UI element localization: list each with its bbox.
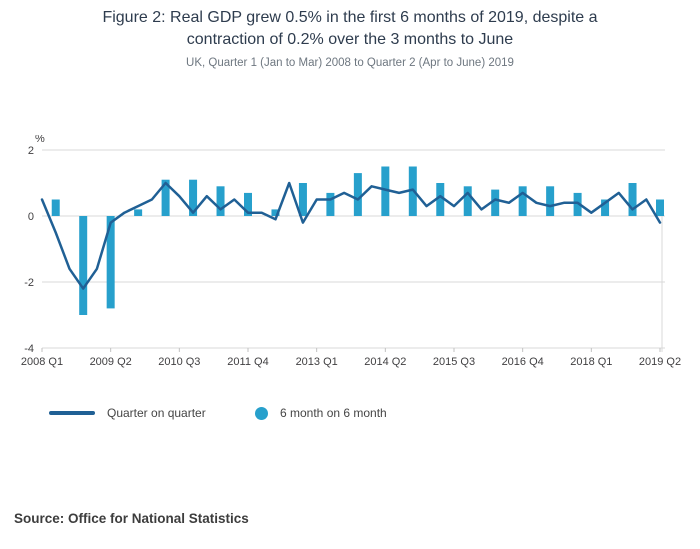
y-tick-label: -4	[24, 343, 34, 355]
x-tick-label: 2008 Q1	[21, 356, 63, 368]
legend-item-quarter-on-quarter[interactable]: Quarter on quarter	[49, 404, 206, 422]
x-tick-label: 2010 Q3	[158, 356, 200, 368]
bar-6-month-on-6-month[interactable]	[298, 183, 307, 216]
legend-label-6-month-on-6-month: 6 month on 6 month	[280, 406, 387, 420]
bar-6-month-on-6-month[interactable]	[326, 192, 335, 216]
x-tick-label: 2015 Q3	[433, 356, 475, 368]
legend-item-6-month-on-6-month[interactable]: 6 month on 6 month	[255, 404, 387, 422]
x-tick-label: 2019 Q2	[639, 356, 681, 368]
bar-6-month-on-6-month[interactable]	[189, 179, 198, 216]
figure-title: Figure 2: Real GDP grew 0.5% in the firs…	[0, 7, 700, 51]
bar-6-month-on-6-month[interactable]	[244, 192, 252, 216]
bar-6-month-on-6-month[interactable]	[463, 186, 472, 216]
source-prefix: Source:	[14, 511, 65, 526]
bar-6-month-on-6-month[interactable]	[491, 189, 500, 216]
x-tick-label: 2018 Q1	[570, 356, 612, 368]
bar-6-month-on-6-month[interactable]	[573, 192, 582, 216]
figure-subtitle: UK, Quarter 1 (Jan to Mar) 2008 to Quart…	[186, 57, 514, 69]
gdp-chart: 2 0 -2 -4% 2008 Q1 2009 Q2 2010 Q3 2011 Q4 2013 …	[21, 135, 681, 368]
bar-6-month-on-6-month[interactable]	[134, 209, 143, 216]
bar-6-month-on-6-month[interactable]	[161, 179, 170, 216]
y-tick-label: -2	[24, 277, 34, 289]
x-tick-label: 2011 Q4	[227, 356, 268, 368]
source-text: Office for National Statistics	[68, 511, 249, 526]
y-tick-label: 2	[28, 145, 34, 157]
circle-swatch-icon	[255, 406, 268, 420]
y-axis-unit-label: %	[35, 135, 45, 145]
bar-6-month-on-6-month[interactable]	[216, 186, 225, 216]
bar-6-month-on-6-month[interactable]	[518, 186, 527, 216]
line-swatch-icon	[49, 411, 95, 415]
bar-6-month-on-6-month[interactable]	[546, 186, 555, 216]
bar-6-month-on-6-month[interactable]	[656, 199, 664, 217]
figure-title-text: Figure 2: Real GDP grew 0.5% in the firs…	[102, 9, 598, 49]
bar-6-month-on-6-month[interactable]	[353, 173, 362, 216]
source-line: Source: Office for National Statistics	[14, 511, 249, 526]
x-tick-label: 2016 Q4	[502, 356, 544, 368]
bar-6-month-on-6-month[interactable]	[601, 199, 610, 217]
bar-6-month-on-6-month[interactable]	[271, 209, 280, 216]
bar-6-month-on-6-month[interactable]	[51, 199, 60, 217]
y-tick-label: 0	[28, 211, 34, 223]
bar-6-month-on-6-month[interactable]	[381, 166, 390, 217]
line-quarter-on-quarter[interactable]	[40, 181, 662, 290]
x-tick-label: 2014 Q2	[364, 356, 406, 368]
legend-label-quarter-on-quarter: Quarter on quarter	[107, 406, 206, 420]
bar-6-month-on-6-month[interactable]	[628, 183, 637, 216]
bar-6-month-on-6-month[interactable]	[106, 216, 115, 309]
bar-6-month-on-6-month[interactable]	[79, 216, 88, 315]
bar-6-month-on-6-month[interactable]	[436, 183, 445, 216]
x-tick-label: 2009 Q2	[90, 356, 132, 368]
x-tick-label: 2013 Q1	[296, 356, 338, 368]
